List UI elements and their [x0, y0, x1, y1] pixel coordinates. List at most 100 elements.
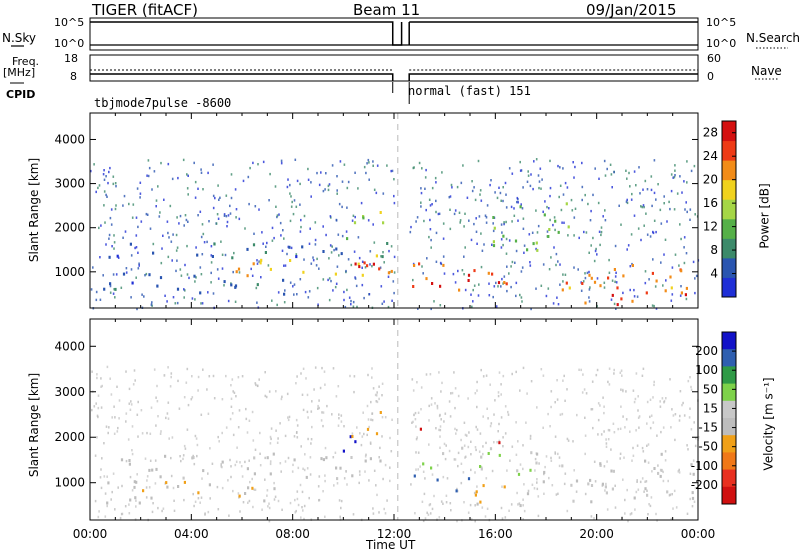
echo-cell [112, 175, 115, 178]
echo-cell [573, 266, 575, 269]
echo-cell [316, 257, 318, 261]
echo-cell [308, 290, 311, 293]
echo-cell [523, 251, 525, 254]
echo-cell [502, 199, 504, 203]
echo-cell [251, 477, 253, 481]
echo-cell [359, 473, 361, 476]
echo-cell [439, 428, 442, 432]
echo-cell [208, 375, 211, 378]
echo-region-9 [442, 452, 445, 456]
echo-cell [313, 388, 315, 391]
echo-cell [346, 186, 349, 190]
echo-cell [641, 446, 644, 450]
echo-cell [453, 458, 456, 461]
echo-cell [621, 374, 623, 377]
echo-cell [100, 385, 102, 388]
echo-cell [103, 204, 105, 207]
echo-cell [554, 228, 556, 232]
echo-region-8 [542, 480, 545, 484]
echo-cell [647, 513, 649, 516]
echo-region-2 [357, 262, 360, 266]
echo-cell [187, 174, 189, 177]
echo-cell [515, 453, 518, 456]
echo-region-8 [570, 483, 573, 487]
echo-region-0 [322, 458, 325, 462]
echo-cell [331, 245, 333, 248]
echo-cell [510, 285, 512, 289]
echo-cell [593, 460, 596, 463]
power-ytick-label: 1000 [54, 265, 85, 279]
echo-cell [690, 385, 692, 389]
echo-cell [349, 374, 351, 378]
echo-cell [217, 217, 220, 220]
echo-cell [504, 405, 507, 408]
echo-cell [498, 422, 500, 426]
echo-cell [684, 208, 686, 211]
echo-cell [194, 434, 197, 438]
echo-cell [105, 175, 107, 178]
echo-cell [209, 497, 211, 500]
echo-cell [632, 446, 634, 450]
echo-cell [527, 174, 530, 177]
echo-region-8 [612, 469, 615, 473]
echo-cell [613, 170, 615, 174]
echo-cell [303, 504, 306, 508]
echo-cell [584, 276, 587, 280]
echo-cell [517, 201, 519, 204]
echo-cell [336, 189, 338, 192]
echo-cell [588, 270, 590, 274]
echo-region-8 [616, 286, 619, 290]
echo-cell [470, 238, 473, 242]
echo-cell [310, 442, 312, 445]
echo-cell [148, 486, 151, 489]
echo-cell [125, 412, 128, 415]
echo-cell [689, 376, 691, 379]
echo-cell [118, 399, 121, 402]
echo-cell [130, 254, 133, 257]
echo-cell [223, 214, 226, 217]
echo-cell [597, 402, 600, 405]
echo-cell [633, 170, 636, 173]
echo-cell [580, 368, 582, 372]
echo-cell [393, 201, 396, 205]
echo-region-8 [599, 463, 602, 467]
echo-cell [96, 436, 98, 439]
echo-cell [502, 445, 504, 448]
power-colorbar-segment [722, 140, 736, 161]
echo-cell [633, 400, 636, 404]
echo-cell [284, 289, 286, 292]
echo-cell [308, 496, 310, 500]
echo-cell [457, 269, 459, 273]
echo-cell [697, 372, 700, 375]
echo-cell [221, 267, 224, 270]
echo-region-1 [138, 501, 141, 505]
echo-region-5 [458, 288, 461, 292]
echo-cell [582, 280, 585, 283]
echo-cell [466, 196, 469, 199]
echo-cell [292, 285, 294, 288]
echo-cell [212, 374, 215, 378]
echo-cell [282, 229, 284, 232]
echo-cell [463, 273, 465, 276]
echo-region-7 [475, 490, 478, 494]
beam-title: Beam 11 [353, 1, 421, 19]
echo-cell [591, 380, 594, 383]
echo-cell [166, 300, 168, 303]
echo-cell [692, 260, 695, 264]
freq-tick-bottom: 8 [70, 70, 77, 83]
echo-cell [277, 437, 279, 440]
echo-cell [460, 438, 462, 442]
echo-cell [625, 418, 628, 421]
echo-cell [583, 388, 586, 391]
echo-cell [686, 512, 689, 515]
echo-cell [112, 273, 115, 276]
echo-cell [529, 184, 532, 188]
echo-cell [590, 515, 593, 518]
echo-cell [642, 188, 644, 191]
echo-cell [598, 230, 601, 233]
echo-cell [414, 512, 416, 515]
echo-cell [680, 237, 682, 241]
echo-cell [139, 196, 141, 199]
echo-cell [104, 515, 107, 518]
power-colorbar-tick-label: 28 [703, 126, 718, 140]
